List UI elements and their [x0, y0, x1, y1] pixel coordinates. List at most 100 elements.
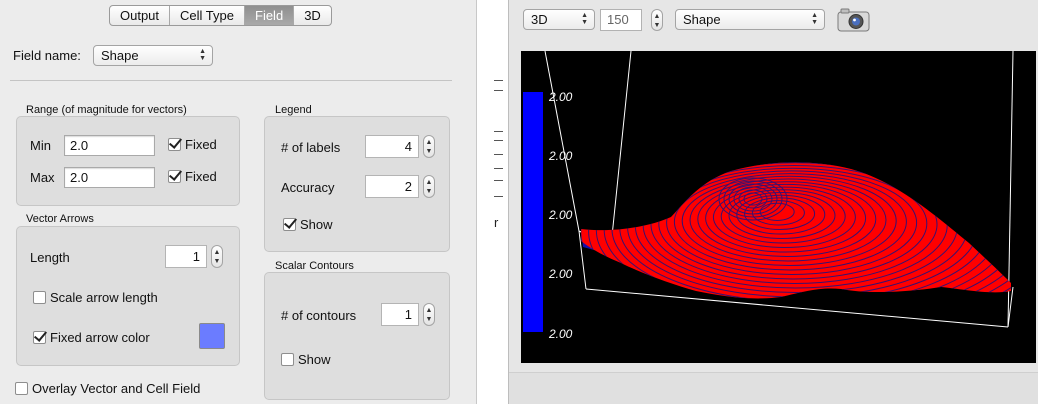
legend-label: 2.00 [549, 267, 573, 281]
range-title: Range (of magnitude for vectors) [26, 104, 187, 116]
contour-line [723, 180, 783, 218]
contour-line [650, 165, 938, 284]
length-input[interactable]: 1 [165, 245, 207, 268]
contours-count-input[interactable]: 1 [381, 303, 419, 326]
overlay-box [15, 382, 28, 395]
camera-icon[interactable] [837, 8, 870, 32]
contour-line [744, 197, 816, 230]
contours-count-label: # of contours [281, 308, 357, 323]
select-arrows-icon: ▲ ▼ [199, 48, 206, 62]
contour-line [728, 183, 778, 215]
field-settings-panel: Output Cell Type Field 3D Field name: Sh… [0, 0, 476, 404]
min-fixed-label: Fixed [185, 137, 217, 152]
accuracy-label: Accuracy [281, 180, 335, 195]
plane-number-stepper-icon[interactable]: ▲ ▼ [651, 9, 663, 31]
view-select-value: 3D [531, 12, 548, 27]
tab-cell-type[interactable]: Cell Type [170, 6, 245, 25]
scalar-contours-group: # of contours 1 ▲ ▼ Show [264, 272, 450, 400]
min-input[interactable]: 2.0 [64, 135, 155, 156]
legend-label: 2.00 [549, 327, 573, 341]
max-fixed-box [168, 170, 181, 183]
legend-label: 2.00 [549, 149, 573, 163]
legend-show-box [283, 218, 296, 231]
labels-count-input[interactable]: 4 [365, 135, 419, 158]
range-group: Min 2.0 Fixed Max 2.0 Fixed [16, 116, 240, 206]
shape-surface [544, 51, 1014, 328]
field-name-select[interactable]: Shape ▲ ▼ [93, 45, 213, 66]
contour-line [759, 202, 795, 221]
tab-output[interactable]: Output [110, 6, 171, 25]
arrow-color-swatch[interactable] [199, 323, 225, 349]
divider-mark [494, 131, 503, 132]
legend-group: # of labels 4 ▲ ▼ Accuracy 2 ▲ ▼ Show [264, 116, 450, 252]
tab-field[interactable]: Field [245, 6, 295, 25]
labels-count-stepper-icon[interactable]: ▲ ▼ [423, 135, 435, 158]
3d-viewport[interactable]: 2.00 2.00 2.00 2.00 2.00 [521, 51, 1036, 363]
fixed-arrow-color-checkbox[interactable]: Fixed arrow color [33, 330, 150, 345]
field-select-value: Shape [683, 12, 721, 27]
overlay-checkbox[interactable]: Overlay Vector and Cell Field [15, 381, 200, 396]
select-arrows-icon: ▲ ▼ [581, 12, 588, 26]
accuracy-input[interactable]: 2 [365, 175, 419, 198]
fixed-arrow-color-label: Fixed arrow color [50, 330, 150, 345]
contour-line [718, 177, 788, 221]
contour-line [728, 192, 836, 239]
scale-arrow-length-checkbox[interactable]: Scale arrow length [33, 290, 158, 305]
contour-line [733, 186, 773, 212]
legend-title: Legend [275, 104, 312, 116]
select-arrows-icon: ▲ ▼ [811, 12, 818, 26]
fixed-arrow-color-box [33, 331, 46, 344]
labels-count-label: # of labels [281, 140, 341, 155]
accuracy-stepper-icon[interactable]: ▲ ▼ [423, 175, 435, 198]
divider-mark [494, 154, 503, 155]
min-fixed-checkbox[interactable]: Fixed [168, 137, 217, 152]
contour-line [673, 173, 907, 271]
overlay-label: Overlay Vector and Cell Field [32, 381, 201, 396]
field-name-label: Field name: [13, 48, 81, 63]
contour-line [689, 178, 887, 262]
length-label: Length [30, 250, 70, 265]
contour-line [588, 162, 1011, 299]
divider-mark [494, 168, 503, 169]
max-fixed-checkbox[interactable]: Fixed [168, 169, 217, 184]
contour-line [712, 186, 856, 249]
legend-colorbar [523, 92, 543, 332]
divider-mark [494, 90, 503, 91]
max-input[interactable]: 2.0 [64, 167, 155, 188]
legend-show-label: Show [300, 217, 333, 232]
contours-show-box [281, 353, 294, 366]
tab-bar: Output Cell Type Field 3D [109, 5, 332, 26]
legend-show-checkbox[interactable]: Show [283, 217, 333, 232]
background-window-strip: r [476, 0, 509, 404]
length-stepper-icon[interactable]: ▲ ▼ [211, 245, 223, 268]
min-label: Min [30, 138, 51, 153]
contours-show-label: Show [298, 352, 331, 367]
bottom-strip [509, 372, 1038, 404]
contour-line [736, 194, 826, 235]
bounding-box [544, 51, 1014, 328]
contour-line [666, 170, 918, 275]
tab-3d[interactable]: 3D [304, 8, 321, 23]
contours-count-stepper-icon[interactable]: ▲ ▼ [423, 303, 435, 326]
min-fixed-box [168, 138, 181, 151]
contour-line [738, 189, 768, 209]
strip-text: r [494, 215, 499, 230]
contour-line [681, 175, 897, 266]
scale-arrow-length-box [33, 291, 46, 304]
view-select[interactable]: 3D ▲ ▼ [523, 9, 595, 30]
graphics-panel: 3D ▲ ▼ 150 ▲ ▼ Shape ▲ ▼ 2.00 2.00 2.00 2.0… [509, 0, 1038, 404]
contour-line [697, 181, 877, 258]
plane-number-input[interactable]: 150 [600, 9, 642, 31]
max-fixed-label: Fixed [185, 169, 217, 184]
max-label: Max [30, 170, 55, 185]
contour-line [743, 192, 763, 206]
field-name-value: Shape [101, 48, 139, 63]
divider-mark [494, 140, 503, 141]
legend-label: 2.00 [549, 208, 573, 222]
scalar-contours-title: Scalar Contours [275, 260, 354, 272]
vector-arrows-group: Length 1 ▲ ▼ Scale arrow length Fixed arr… [16, 226, 240, 366]
separator [10, 80, 452, 81]
contours-show-checkbox[interactable]: Show [281, 352, 331, 367]
contour-line [751, 200, 805, 226]
field-select[interactable]: Shape ▲ ▼ [675, 9, 825, 30]
